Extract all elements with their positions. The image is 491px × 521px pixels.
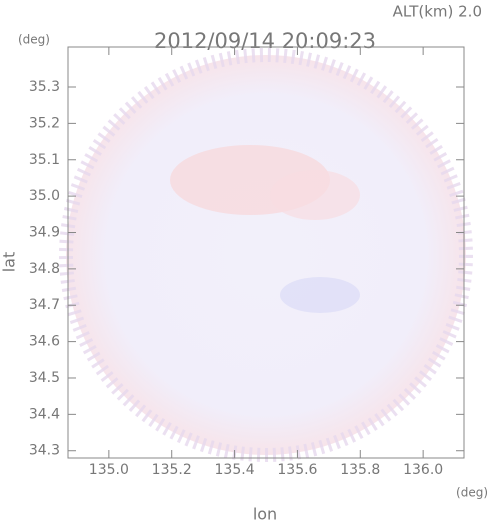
y-tick-label: 35.3	[29, 79, 60, 95]
y-unit: (deg)	[18, 33, 50, 47]
altitude-label: ALT(km) 2.0	[393, 3, 482, 21]
y-tick-label: 34.6	[29, 334, 60, 350]
y-tick-label: 35.1	[29, 152, 60, 168]
plot-frame	[67, 46, 465, 459]
x-axis-label: lon	[253, 505, 277, 521]
x-unit: (deg)	[456, 486, 488, 500]
y-tick-label: 34.3	[29, 443, 60, 459]
x-tick-label: 135.0	[89, 462, 129, 478]
y-tick-label: 35.0	[29, 188, 60, 204]
chart-title: 2012/09/14 20:09:23	[154, 29, 376, 53]
radar-disk	[59, 48, 473, 462]
y-axis-label: lat	[0, 252, 19, 273]
y-tick-label: 34.9	[29, 224, 60, 240]
x-tick-label: 135.4	[215, 462, 255, 478]
x-tick-label: 136.0	[403, 462, 443, 478]
x-tick-label: 135.8	[340, 462, 380, 478]
y-tick-label: 35.2	[29, 115, 60, 131]
y-tick-label: 34.4	[29, 406, 60, 422]
y-tick-label: 34.7	[29, 297, 60, 313]
x-tick-label: 135.2	[152, 462, 192, 478]
y-tick-label: 34.8	[29, 261, 60, 277]
y-tick-label: 34.5	[29, 370, 60, 386]
x-tick-label: 135.6	[277, 462, 317, 478]
